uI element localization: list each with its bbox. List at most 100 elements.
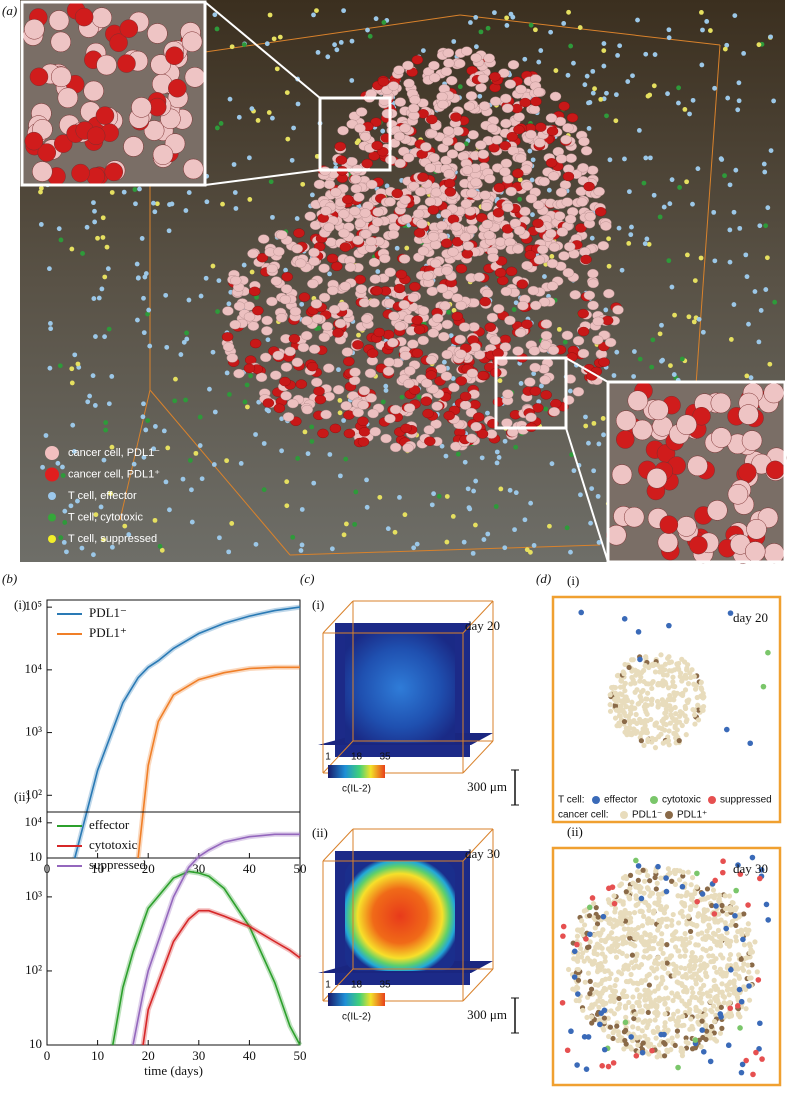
cancer-cell xyxy=(629,700,634,705)
t-cell xyxy=(584,1066,590,1072)
t-cell xyxy=(193,451,198,456)
t-cell xyxy=(70,423,75,428)
cancer-cell xyxy=(698,957,703,962)
cancer-cell xyxy=(395,98,406,107)
cancer-cell xyxy=(673,944,678,949)
t-cell xyxy=(411,545,416,550)
cancer-cell xyxy=(505,80,516,89)
t-cell xyxy=(725,96,730,101)
cancer-cell xyxy=(281,363,292,372)
t-cell xyxy=(587,126,592,131)
cancer-cell xyxy=(706,934,711,939)
cancer-cell xyxy=(362,159,373,168)
t-cell xyxy=(739,1070,745,1076)
t-cell xyxy=(270,215,275,220)
t-cell xyxy=(565,1047,571,1053)
t-cell xyxy=(587,931,593,937)
cancer-cell xyxy=(645,691,650,696)
legend-swatch xyxy=(48,492,56,500)
cancer-cell xyxy=(743,1006,748,1011)
cancer-cell xyxy=(690,990,695,995)
t-cell xyxy=(633,1053,639,1059)
cancer-cell xyxy=(628,931,633,936)
cancer-cell xyxy=(409,95,420,104)
cancer-cell xyxy=(669,659,674,664)
t-cell xyxy=(694,899,700,905)
t-cell xyxy=(101,215,106,220)
t-cell xyxy=(745,902,751,908)
legend-label: suppressed xyxy=(720,795,772,806)
t-cell xyxy=(224,458,229,463)
cancer-cell xyxy=(671,912,676,917)
t-cell xyxy=(80,251,85,256)
cancer-cell xyxy=(412,55,423,64)
t-cell xyxy=(617,43,622,48)
cancer-cell xyxy=(664,1048,669,1053)
t-cell xyxy=(726,1042,732,1048)
t-cell xyxy=(91,373,96,378)
cancer-cell xyxy=(647,1018,652,1023)
t-cell xyxy=(747,740,753,746)
cancer-cell xyxy=(480,297,491,306)
t-cell xyxy=(591,468,596,473)
cancer-cell xyxy=(432,314,443,323)
t-cell xyxy=(756,339,761,344)
cancer-cell xyxy=(692,708,697,713)
cancer-cell xyxy=(359,298,370,307)
t-cell xyxy=(395,246,400,251)
t-cell xyxy=(170,202,175,207)
cancer-cell xyxy=(665,1006,670,1011)
cancer-cell xyxy=(413,209,424,218)
cancer-cell xyxy=(582,908,587,913)
cancer-cell xyxy=(546,158,557,167)
cancer-cell xyxy=(720,955,725,960)
inset-cell xyxy=(689,536,707,554)
cancer-cell xyxy=(396,270,407,279)
cancer-cell xyxy=(452,312,463,321)
cancer-cell xyxy=(649,890,654,895)
cancer-cell xyxy=(606,1034,611,1039)
cancer-cell xyxy=(274,404,285,413)
cancer-cell xyxy=(624,953,629,958)
t-cell xyxy=(589,486,594,491)
t-cell xyxy=(728,260,733,265)
inset-cell xyxy=(745,542,765,562)
inset-cell xyxy=(131,97,151,117)
t-cell xyxy=(230,44,235,49)
t-cell xyxy=(650,337,655,342)
cancer-cell xyxy=(675,1028,680,1033)
cancer-cell xyxy=(752,939,757,944)
t-cell xyxy=(648,155,653,160)
cancer-cell xyxy=(546,114,557,123)
t-cell xyxy=(610,884,616,890)
cancer-cell xyxy=(488,253,499,262)
t-cell xyxy=(658,331,663,336)
cancer-cell xyxy=(438,332,449,341)
t-cell xyxy=(167,228,172,233)
cancer-cell xyxy=(636,965,641,970)
t-cell xyxy=(692,319,697,324)
t-cell xyxy=(660,358,665,363)
legend-label: PDL1⁺ xyxy=(677,810,707,821)
cancer-cell xyxy=(399,300,410,309)
t-cell xyxy=(628,232,633,237)
colorbar-tick: 1 xyxy=(325,752,331,763)
t-cell xyxy=(749,375,754,380)
cancer-cell xyxy=(522,261,533,270)
t-cell xyxy=(630,73,635,78)
cancer-cell xyxy=(639,689,644,694)
cancer-cell xyxy=(352,340,363,349)
t-cell xyxy=(451,514,456,519)
x-axis-label: time (days) xyxy=(144,1063,203,1078)
cancer-cell xyxy=(656,725,661,730)
t-cell xyxy=(444,454,449,459)
cancer-cell xyxy=(683,936,688,941)
t-cell xyxy=(658,215,663,220)
cancer-cell xyxy=(281,284,292,293)
cancer-cell xyxy=(723,920,728,925)
cancer-cell xyxy=(730,900,735,905)
cancer-cell xyxy=(692,712,697,717)
inset-cell xyxy=(677,415,697,435)
t-cell xyxy=(676,101,681,106)
cancer-cell xyxy=(522,320,533,329)
